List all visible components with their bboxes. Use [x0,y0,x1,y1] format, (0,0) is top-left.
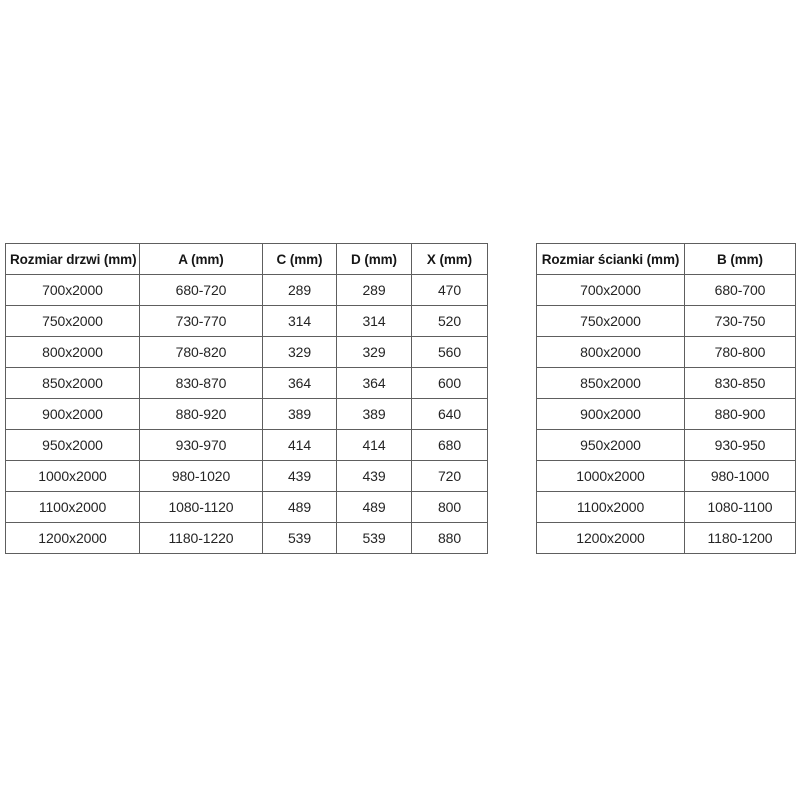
door-size-table-body: 700x2000 680-720 289 289 470 750x2000 73… [5,274,488,554]
cell-c: 489 [262,491,337,523]
cell-a: 880-920 [139,398,263,430]
cell-b: 780-800 [684,336,796,368]
table-row: 1100x2000 1080-1100 [536,491,796,523]
table-row: 850x2000 830-870 364 364 600 [5,367,488,399]
cell-b: 830-850 [684,367,796,399]
cell-a: 780-820 [139,336,263,368]
cell-a: 980-1020 [139,460,263,492]
wall-panel-size-table-head: Rozmiar ścianki (mm) B (mm) [536,243,796,275]
cell-c: 314 [262,305,337,337]
table-row: 1200x2000 1180-1220 539 539 880 [5,522,488,554]
cell-door-size: 1000x2000 [5,460,140,492]
cell-wall-size: 950x2000 [536,429,685,461]
cell-d: 539 [336,522,412,554]
table-row: 900x2000 880-920 389 389 640 [5,398,488,430]
cell-x: 470 [411,274,488,306]
table-header-row: Rozmiar ścianki (mm) B (mm) [536,243,796,275]
cell-door-size: 900x2000 [5,398,140,430]
cell-door-size: 1200x2000 [5,522,140,554]
cell-d: 289 [336,274,412,306]
cell-a: 830-870 [139,367,263,399]
cell-d: 489 [336,491,412,523]
table-header-row: Rozmiar drzwi (mm) A (mm) C (mm) D (mm) … [5,243,488,275]
cell-d: 314 [336,305,412,337]
column-header-wall-size: Rozmiar ścianki (mm) [536,243,685,275]
cell-wall-size: 1200x2000 [536,522,685,554]
cell-d: 329 [336,336,412,368]
column-header-c: C (mm) [262,243,337,275]
cell-b: 680-700 [684,274,796,306]
cell-x: 680 [411,429,488,461]
table-row: 900x2000 880-900 [536,398,796,430]
cell-wall-size: 1000x2000 [536,460,685,492]
cell-wall-size: 750x2000 [536,305,685,337]
cell-x: 560 [411,336,488,368]
cell-wall-size: 700x2000 [536,274,685,306]
door-size-table-head: Rozmiar drzwi (mm) A (mm) C (mm) D (mm) … [5,243,488,275]
table-row: 850x2000 830-850 [536,367,796,399]
cell-d: 414 [336,429,412,461]
column-header-x: X (mm) [411,243,488,275]
table-row: 1000x2000 980-1000 [536,460,796,492]
cell-c: 389 [262,398,337,430]
door-size-table: Rozmiar drzwi (mm) A (mm) C (mm) D (mm) … [5,243,488,554]
cell-a: 1180-1220 [139,522,263,554]
cell-a: 930-970 [139,429,263,461]
table-row: 950x2000 930-970 414 414 680 [5,429,488,461]
cell-d: 439 [336,460,412,492]
wall-panel-size-table: Rozmiar ścianki (mm) B (mm) 700x2000 680… [536,243,796,554]
table-row: 800x2000 780-800 [536,336,796,368]
table-row: 700x2000 680-720 289 289 470 [5,274,488,306]
cell-b: 1080-1100 [684,491,796,523]
cell-c: 414 [262,429,337,461]
column-header-d: D (mm) [336,243,412,275]
cell-wall-size: 1100x2000 [536,491,685,523]
cell-wall-size: 900x2000 [536,398,685,430]
table-row: 800x2000 780-820 329 329 560 [5,336,488,368]
cell-b: 880-900 [684,398,796,430]
cell-x: 600 [411,367,488,399]
table-row: 750x2000 730-750 [536,305,796,337]
cell-wall-size: 800x2000 [536,336,685,368]
cell-c: 329 [262,336,337,368]
cell-door-size: 850x2000 [5,367,140,399]
table-row: 750x2000 730-770 314 314 520 [5,305,488,337]
cell-a: 730-770 [139,305,263,337]
table-row: 950x2000 930-950 [536,429,796,461]
cell-d: 364 [336,367,412,399]
cell-door-size: 950x2000 [5,429,140,461]
cell-a: 680-720 [139,274,263,306]
cell-x: 720 [411,460,488,492]
cell-door-size: 800x2000 [5,336,140,368]
cell-b: 730-750 [684,305,796,337]
cell-c: 539 [262,522,337,554]
cell-door-size: 750x2000 [5,305,140,337]
table-row: 1100x2000 1080-1120 489 489 800 [5,491,488,523]
cell-wall-size: 850x2000 [536,367,685,399]
cell-b: 1180-1200 [684,522,796,554]
cell-door-size: 1100x2000 [5,491,140,523]
cell-b: 930-950 [684,429,796,461]
column-header-a: A (mm) [139,243,263,275]
cell-c: 289 [262,274,337,306]
wall-panel-size-table-body: 700x2000 680-700 750x2000 730-750 800x20… [536,274,796,554]
cell-x: 880 [411,522,488,554]
table-row: 1000x2000 980-1020 439 439 720 [5,460,488,492]
cell-c: 439 [262,460,337,492]
cell-door-size: 700x2000 [5,274,140,306]
table-row: 1200x2000 1180-1200 [536,522,796,554]
cell-x: 520 [411,305,488,337]
cell-x: 640 [411,398,488,430]
cell-a: 1080-1120 [139,491,263,523]
table-row: 700x2000 680-700 [536,274,796,306]
cell-c: 364 [262,367,337,399]
column-header-door-size: Rozmiar drzwi (mm) [5,243,140,275]
cell-x: 800 [411,491,488,523]
column-header-b: B (mm) [684,243,796,275]
cell-d: 389 [336,398,412,430]
cell-b: 980-1000 [684,460,796,492]
